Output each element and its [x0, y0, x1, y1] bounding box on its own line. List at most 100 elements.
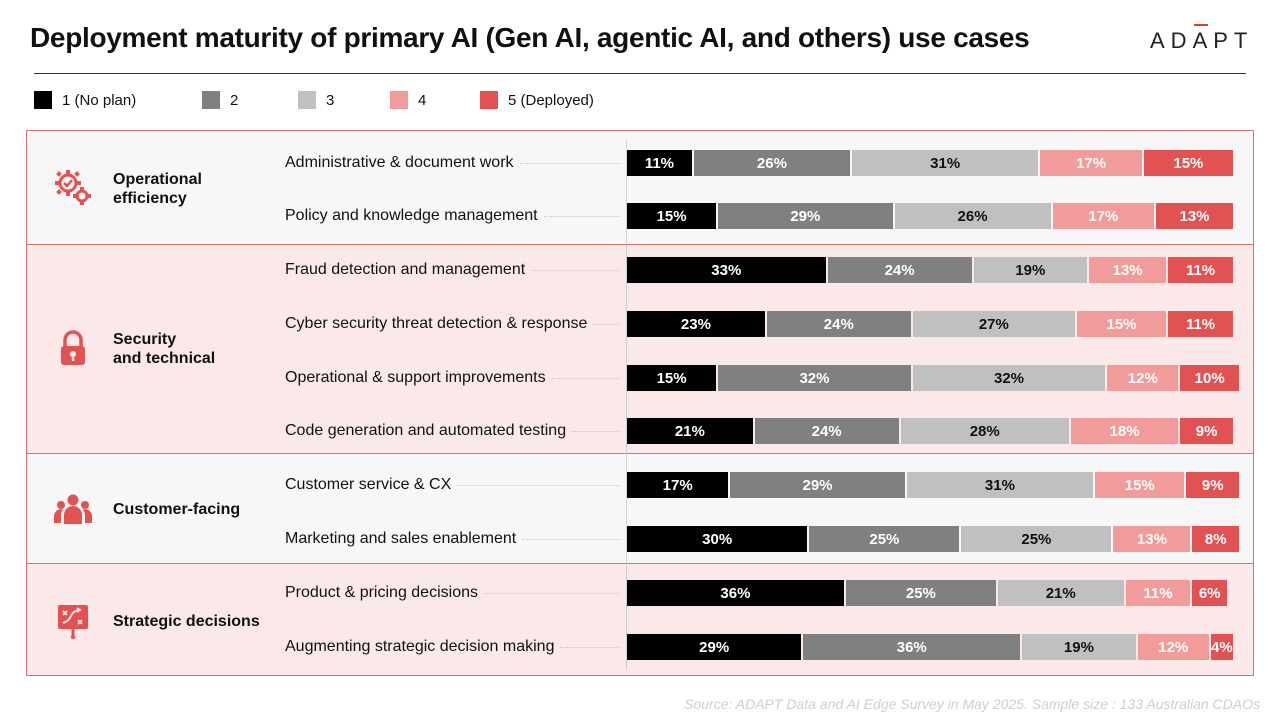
page-title: Deployment maturity of primary AI (Gen A… [30, 22, 1030, 53]
bar-segment: 12% [1107, 365, 1179, 391]
bar-segment: 29% [718, 203, 893, 229]
leader-line [543, 216, 620, 217]
bar-row: 15% 29% 26% 17% 13% [627, 203, 1247, 229]
row-label: Policy and knowledge management [285, 207, 538, 224]
bar-segment: 17% [1040, 150, 1142, 176]
bar-row: 33% 24% 19% 13% 11% [627, 257, 1247, 283]
leader-line [531, 270, 620, 271]
source-note: Source: ADAPT Data and AI Edge Survey in… [684, 696, 1260, 712]
bar-segment: 9% [1186, 472, 1240, 498]
section-label: Customer-facing [113, 501, 241, 518]
bar-segment: 24% [766, 311, 911, 337]
bar-segment: 6% [1192, 580, 1227, 606]
bar-segment: 25% [845, 580, 996, 606]
bar-segment: 11% [1125, 580, 1191, 606]
leader-line [457, 485, 620, 486]
row-label: Marketing and sales enablement [285, 530, 517, 547]
bar-segment: 17% [627, 472, 729, 498]
bar-segment: 17% [1052, 203, 1154, 229]
leader-line [483, 593, 620, 594]
bar-segment: 26% [693, 150, 850, 176]
leader-line [522, 539, 620, 540]
row-label: Augmenting strategic decision making [285, 638, 555, 655]
legend-item: 1 (No plan) [34, 90, 136, 110]
bar-segment: 15% [627, 203, 717, 229]
gears-icon [53, 167, 93, 207]
brand-logo: ADAPT [1150, 28, 1254, 53]
bar-row: 17% 29% 31% 15% 9% [627, 472, 1247, 498]
bar-segment: 10% [1180, 365, 1240, 391]
row-label: Cyber security threat detection & respon… [285, 315, 588, 332]
bar-segment: 23% [627, 311, 765, 337]
bar-segment: 24% [827, 257, 972, 283]
bar-segment: 32% [718, 365, 911, 391]
bar-segment: 31% [906, 472, 1094, 498]
legend-swatch [34, 91, 52, 109]
bar-segment: 28% [900, 418, 1069, 444]
section-label: Operational efficiency [113, 171, 202, 207]
row-label: Customer service & CX [285, 476, 452, 493]
bar-segment: 26% [894, 203, 1051, 229]
bar-row: 29% 36% 19% 12% 4% [627, 634, 1247, 660]
row-label: Administrative & document work [285, 154, 514, 171]
bar-segment: 29% [730, 472, 905, 498]
legend-swatch [202, 91, 220, 109]
people-icon [53, 490, 93, 530]
leader-line [572, 431, 620, 432]
legend-label: 3 [326, 91, 335, 109]
bar-segment: 15% [1143, 150, 1233, 176]
bar-segment: 15% [1076, 311, 1167, 337]
legend-label: 5 (Deployed) [508, 91, 594, 109]
leader-line [560, 647, 620, 648]
row-label: Fraud detection and management [285, 261, 526, 278]
leader-line [593, 324, 620, 325]
bar-segment: 32% [912, 365, 1106, 391]
title-divider [34, 73, 1246, 74]
section-label: Security and technical [113, 331, 216, 367]
lock-icon [53, 328, 93, 368]
leader-line [551, 378, 620, 379]
bar-segment: 15% [1095, 472, 1185, 498]
section-label: Strategic decisions [113, 613, 260, 630]
legend-swatch [298, 91, 316, 109]
chart-axis-line [626, 140, 627, 670]
strategy-board-icon [53, 601, 93, 641]
bar-segment: 9% [1180, 418, 1233, 444]
bar-segment: 36% [627, 580, 844, 606]
bar-segment: 4% [1210, 634, 1233, 660]
bar-segment: 21% [627, 418, 753, 444]
bar-row: 11% 26% 31% 17% 15% [627, 150, 1247, 176]
legend-label: 1 (No plan) [62, 91, 137, 109]
row-label: Code generation and automated testing [285, 422, 567, 439]
bar-row: 30% 25% 25% 13% 8% [627, 526, 1247, 552]
row-label: Product & pricing decisions [285, 584, 478, 601]
bar-segment: 21% [997, 580, 1124, 606]
bar-segment: 27% [912, 311, 1075, 337]
bar-segment: 11% [627, 150, 692, 176]
bar-segment: 31% [851, 150, 1039, 176]
legend-item: 2 [202, 90, 238, 110]
bar-segment: 11% [1168, 257, 1233, 283]
bar-segment: 12% [1137, 634, 1209, 660]
bar-segment: 29% [627, 634, 802, 660]
legend-label: 2 [230, 91, 239, 109]
bar-segment: 11% [1168, 311, 1233, 337]
bar-segment: 19% [973, 257, 1088, 283]
bar-segment: 8% [1192, 526, 1240, 552]
legend-swatch [480, 91, 498, 109]
bar-row: 21% 24% 28% 18% 9% [627, 418, 1247, 444]
bar-segment: 25% [961, 526, 1112, 552]
row-label: Operational & support improvements [285, 369, 546, 386]
bar-segment: 13% [1113, 526, 1191, 552]
leader-line [519, 163, 620, 164]
bar-segment: 25% [809, 526, 960, 552]
bar-segment: 15% [627, 365, 717, 391]
legend-swatch [390, 91, 408, 109]
bar-row: 36% 25% 21% 11% 6% [627, 580, 1247, 606]
legend-item: 3 [298, 90, 334, 110]
bar-segment: 24% [754, 418, 899, 444]
bar-segment: 18% [1070, 418, 1179, 444]
bar-segment: 19% [1022, 634, 1136, 660]
bar-segment: 33% [627, 257, 826, 283]
bar-segment: 13% [1089, 257, 1167, 283]
